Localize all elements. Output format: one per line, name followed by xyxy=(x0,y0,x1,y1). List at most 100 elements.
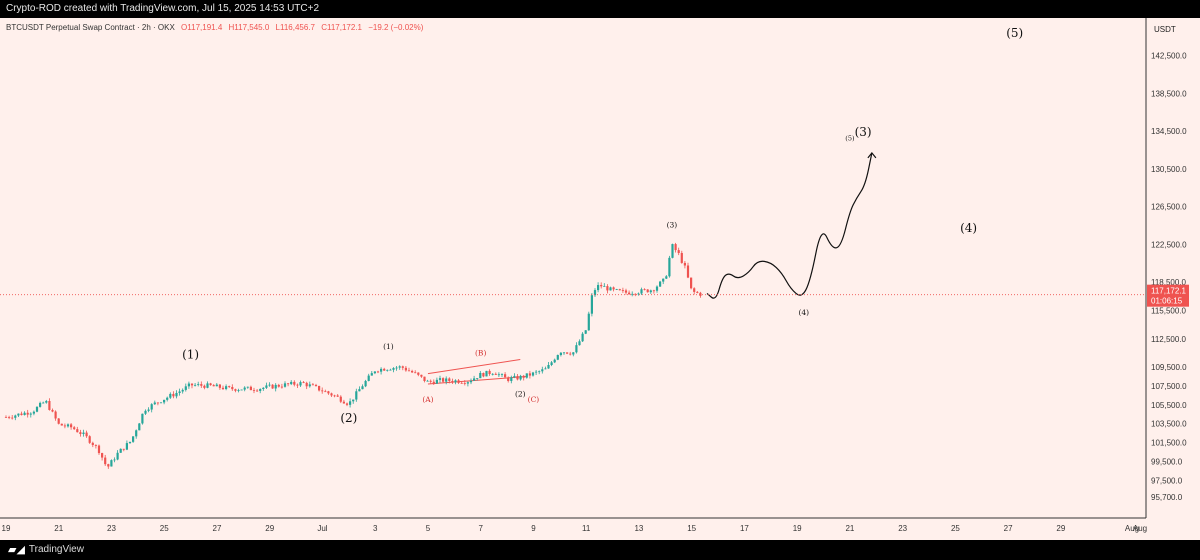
candle-body xyxy=(280,386,283,388)
candle-body xyxy=(668,257,671,277)
candle-body xyxy=(26,412,29,415)
candle-body xyxy=(256,390,259,392)
wave-label: (4) xyxy=(798,308,809,317)
candles xyxy=(4,242,702,469)
candle-body xyxy=(652,290,655,292)
candle-body xyxy=(407,370,411,372)
candle-body xyxy=(597,285,600,291)
candle-body xyxy=(221,387,225,390)
wave-label: (2) xyxy=(515,389,526,398)
candle-body xyxy=(386,369,389,371)
candle-body xyxy=(17,413,20,416)
price-tick-label: 134,500.0 xyxy=(1151,127,1187,136)
price-tick-label: 115,500.0 xyxy=(1151,306,1187,315)
candle-body xyxy=(479,372,482,379)
time-tick-label: 27 xyxy=(213,524,222,533)
candle-body xyxy=(88,436,91,443)
price-axis[interactable] xyxy=(1146,18,1200,540)
candle-body xyxy=(110,460,113,467)
candle-body xyxy=(299,382,302,386)
candle-body xyxy=(442,378,445,382)
candle-body xyxy=(395,367,398,369)
candle-body xyxy=(618,289,621,291)
candle-body xyxy=(696,291,699,293)
candle-body xyxy=(640,289,643,294)
time-ticks: 19 21 23 25 27 29 Jul 3 5 7 9 11 13 15 17 19 21 23 25 27 29 A… xyxy=(2,524,1148,533)
time-tick-label: 29 xyxy=(1056,524,1065,533)
candle-body xyxy=(107,464,110,467)
candle-body xyxy=(637,293,640,295)
candle-body xyxy=(336,395,339,397)
candle-body xyxy=(466,382,469,384)
wave-label: (C) xyxy=(528,395,540,404)
candle-body xyxy=(76,429,79,433)
candle-body xyxy=(389,369,392,371)
candle-body xyxy=(39,402,42,407)
candle-body xyxy=(417,372,420,375)
candle-body xyxy=(293,381,296,385)
candle-body xyxy=(603,286,606,287)
price-tick-label: 130,500.0 xyxy=(1151,165,1187,174)
candle-body xyxy=(138,423,141,431)
candle-body xyxy=(680,253,683,263)
time-tick-label: 25 xyxy=(160,524,169,533)
time-axis[interactable] xyxy=(0,518,1200,540)
symbol-legend: BTCUSDT Perpetual Swap Contract · 2h · O… xyxy=(6,23,424,32)
candle-body xyxy=(538,371,541,373)
candle-body xyxy=(671,244,674,258)
candle-body xyxy=(504,374,507,378)
chart-canvas[interactable]: (1)(2)(1)(A)(B)(2)(C)(3)(4)(5) (3)(4)(5) … xyxy=(0,18,1200,540)
wave-label: (2) xyxy=(340,411,357,425)
candle-body xyxy=(497,374,500,376)
candle-body xyxy=(429,380,432,382)
candle-body xyxy=(91,442,94,446)
candle-body xyxy=(318,385,321,391)
candle-body xyxy=(646,289,649,293)
candle-body xyxy=(14,415,17,418)
candle-body xyxy=(491,373,494,375)
candle-body xyxy=(237,389,240,391)
price-tick-label: 103,500.0 xyxy=(1151,420,1187,429)
time-tick-label: 23 xyxy=(107,524,116,533)
candle-body xyxy=(590,295,593,314)
legend-close: C117,172.1 xyxy=(321,23,362,32)
candle-body xyxy=(200,384,203,386)
candle-body xyxy=(699,292,702,296)
price-tick-label: 126,500.0 xyxy=(1151,203,1187,212)
candle-body xyxy=(528,373,531,376)
candle-body xyxy=(411,370,414,373)
candle-body xyxy=(401,366,404,368)
legend-high: H117,545.0 xyxy=(229,23,270,32)
candle-body xyxy=(268,384,271,386)
candle-body xyxy=(277,384,280,387)
candle-body xyxy=(243,387,246,390)
brand[interactable]: ▰◢ TradingView xyxy=(0,540,1200,560)
candle-body xyxy=(600,285,603,287)
candle-body xyxy=(562,352,566,354)
candle-body xyxy=(615,289,618,290)
candle-body xyxy=(147,409,150,411)
candle-body xyxy=(23,412,26,416)
candle-body xyxy=(473,378,476,381)
candle-body xyxy=(621,290,624,292)
candle-body xyxy=(97,445,101,454)
candle-body xyxy=(51,409,54,412)
candle-body xyxy=(184,386,187,390)
wave-label: (5) xyxy=(845,135,855,143)
candle-body xyxy=(314,384,318,386)
candle-body xyxy=(94,445,97,446)
candle-body xyxy=(383,368,386,371)
candle-body xyxy=(593,290,597,296)
candle-body xyxy=(631,293,634,295)
candle-body xyxy=(581,333,584,342)
candle-body xyxy=(212,385,215,387)
time-tick-label: Aug xyxy=(1133,524,1147,533)
candle-body xyxy=(683,262,686,266)
candle-body xyxy=(225,386,228,390)
candle-body xyxy=(141,413,144,424)
candle-body xyxy=(156,402,159,404)
candle-body xyxy=(324,391,327,393)
candle-body xyxy=(32,411,35,414)
candle-body xyxy=(624,290,628,293)
